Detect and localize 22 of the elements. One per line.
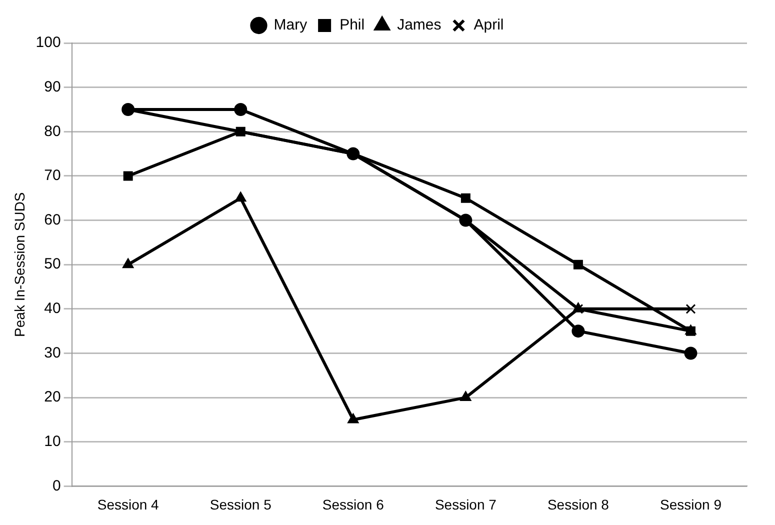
- legend-label: Mary: [274, 16, 308, 34]
- x-tick-label: Session 9: [660, 496, 722, 512]
- x-tick-label: Session 5: [210, 496, 272, 512]
- y-tick-label: 100: [36, 34, 61, 52]
- y-tick-label: 30: [44, 344, 61, 362]
- y-tick-label: 40: [44, 300, 61, 318]
- y-tick-label: 70: [44, 167, 61, 184]
- x-tick-label: Session 4: [97, 496, 160, 512]
- y-tick-label: 60: [44, 211, 61, 228]
- x-tick-label: Session 8: [547, 496, 610, 512]
- x-tick-label: Session 6: [322, 496, 384, 512]
- legend-label: Phil: [340, 16, 365, 34]
- y-tick-label: 90: [44, 78, 61, 96]
- y-tick-label: 10: [44, 433, 61, 450]
- y-axis-title: Peak In-Session SUDS: [11, 192, 28, 337]
- y-tick-label: 20: [44, 388, 61, 406]
- legend-label: April: [474, 16, 504, 34]
- y-tick-label: 80: [44, 122, 61, 140]
- y-tick-label: 0: [52, 477, 61, 494]
- x-tick-label: Session 7: [434, 496, 497, 512]
- y-tick-label: 50: [44, 256, 61, 273]
- legend-label: James: [397, 16, 442, 34]
